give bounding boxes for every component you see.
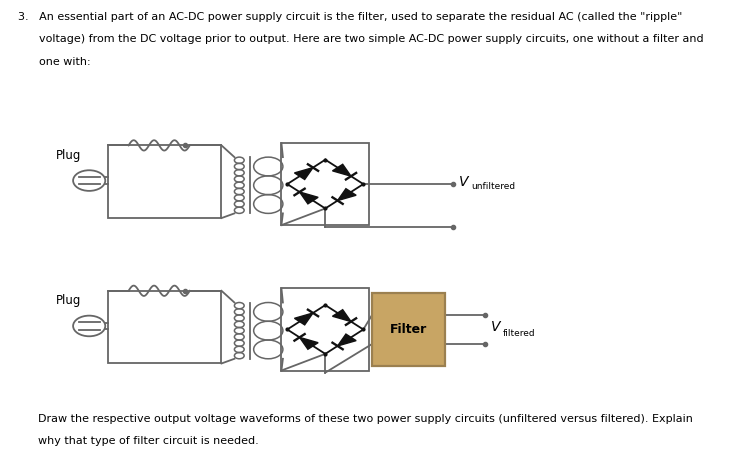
Bar — [281, 288, 369, 371]
Polygon shape — [333, 310, 351, 322]
Text: V: V — [491, 320, 501, 334]
Polygon shape — [338, 189, 356, 201]
Text: unfiltered: unfiltered — [471, 182, 515, 191]
Polygon shape — [338, 334, 356, 346]
Text: Filter: Filter — [390, 323, 427, 336]
Polygon shape — [295, 167, 313, 180]
Text: Plug: Plug — [56, 149, 82, 162]
Text: filtered: filtered — [503, 329, 536, 338]
Polygon shape — [333, 164, 351, 176]
Text: one with:: one with: — [18, 57, 91, 67]
Bar — [108, 291, 221, 363]
Text: 3.   An essential part of an AC-DC power supply circuit is the filter, used to s: 3. An essential part of an AC-DC power s… — [18, 12, 683, 22]
Text: V: V — [459, 175, 469, 189]
Bar — [281, 143, 369, 225]
Text: why that type of filter circuit is needed.: why that type of filter circuit is neede… — [38, 436, 259, 446]
Text: Draw the respective output voltage waveforms of these two power supply circuits : Draw the respective output voltage wavef… — [38, 414, 693, 424]
Bar — [108, 145, 221, 218]
Text: Plug: Plug — [56, 294, 82, 307]
Bar — [372, 293, 445, 366]
Polygon shape — [300, 192, 318, 204]
Polygon shape — [295, 313, 313, 325]
Text: voltage) from the DC voltage prior to output. Here are two simple AC-DC power su: voltage) from the DC voltage prior to ou… — [18, 34, 704, 44]
Polygon shape — [300, 337, 318, 349]
